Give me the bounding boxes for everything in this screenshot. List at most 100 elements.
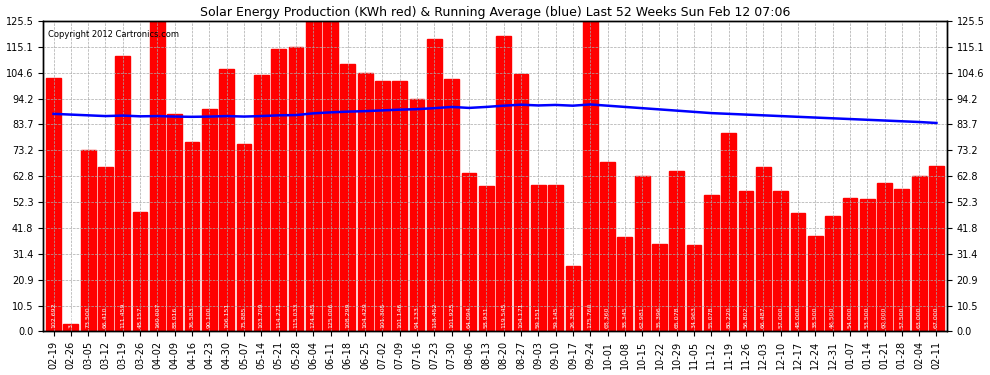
Bar bbox=[341, 64, 355, 332]
Bar bbox=[410, 99, 425, 332]
Text: 119.545: 119.545 bbox=[501, 302, 506, 328]
Text: 108.299: 108.299 bbox=[346, 302, 350, 328]
Bar bbox=[652, 244, 667, 332]
Text: 66.487: 66.487 bbox=[761, 306, 766, 328]
Bar bbox=[548, 185, 563, 332]
Text: 58.931: 58.931 bbox=[484, 306, 489, 328]
Text: 34.963: 34.963 bbox=[692, 306, 697, 328]
Text: 59.145: 59.145 bbox=[553, 306, 558, 328]
Text: 38.500: 38.500 bbox=[813, 306, 818, 328]
Bar bbox=[150, 0, 164, 332]
Bar bbox=[202, 109, 217, 332]
Text: 88.016: 88.016 bbox=[172, 306, 177, 328]
Bar bbox=[808, 236, 823, 332]
Text: 114.271: 114.271 bbox=[276, 302, 281, 328]
Bar bbox=[514, 74, 529, 332]
Text: 3.152: 3.152 bbox=[68, 310, 73, 328]
Bar bbox=[220, 69, 234, 332]
Text: 68.360: 68.360 bbox=[605, 306, 610, 328]
Text: 115.033: 115.033 bbox=[293, 302, 298, 328]
Text: 63.000: 63.000 bbox=[917, 306, 922, 328]
Bar bbox=[912, 176, 927, 332]
Text: 101.925: 101.925 bbox=[449, 302, 454, 328]
Bar bbox=[929, 166, 943, 332]
Text: 38.345: 38.345 bbox=[623, 306, 628, 328]
Text: 35.396: 35.396 bbox=[657, 306, 662, 328]
Text: 175.760: 175.760 bbox=[588, 302, 593, 328]
Bar bbox=[445, 80, 459, 332]
Bar bbox=[253, 75, 268, 332]
Text: 55.078: 55.078 bbox=[709, 306, 714, 328]
Text: 104.171: 104.171 bbox=[519, 302, 524, 328]
Text: Copyright 2012 Cartronics.com: Copyright 2012 Cartronics.com bbox=[48, 30, 178, 39]
Bar bbox=[427, 39, 442, 332]
Bar bbox=[479, 186, 494, 332]
Bar bbox=[63, 324, 78, 332]
Text: 102.692: 102.692 bbox=[51, 302, 56, 328]
Bar bbox=[756, 167, 770, 332]
Text: 125.006: 125.006 bbox=[328, 302, 333, 328]
Text: 48.000: 48.000 bbox=[795, 306, 801, 328]
Bar bbox=[288, 47, 303, 332]
Text: 160.007: 160.007 bbox=[154, 302, 160, 328]
Bar bbox=[635, 176, 649, 332]
Title: Solar Energy Production (KWh red) & Running Average (blue) Last 52 Weeks Sun Feb: Solar Energy Production (KWh red) & Runn… bbox=[200, 6, 790, 18]
Text: 66.410: 66.410 bbox=[103, 306, 108, 328]
Text: 75.885: 75.885 bbox=[242, 306, 247, 328]
Bar bbox=[375, 81, 390, 332]
Bar bbox=[618, 237, 633, 332]
Bar bbox=[687, 245, 702, 332]
Bar bbox=[722, 133, 737, 332]
Bar bbox=[895, 189, 909, 332]
Bar bbox=[167, 114, 182, 332]
Bar bbox=[133, 212, 148, 332]
Bar bbox=[392, 81, 407, 332]
Bar bbox=[237, 144, 251, 332]
Text: 103.709: 103.709 bbox=[258, 302, 263, 328]
Bar bbox=[773, 190, 788, 332]
Text: 54.000: 54.000 bbox=[847, 306, 852, 328]
Text: 48.157: 48.157 bbox=[138, 306, 143, 328]
Bar bbox=[842, 198, 857, 332]
Bar bbox=[496, 36, 511, 332]
Bar bbox=[877, 183, 892, 332]
Bar bbox=[565, 266, 580, 332]
Bar bbox=[98, 167, 113, 332]
Bar bbox=[860, 199, 874, 332]
Bar bbox=[271, 49, 286, 332]
Bar bbox=[600, 162, 615, 332]
Text: 104.429: 104.429 bbox=[362, 302, 367, 328]
Bar bbox=[116, 56, 130, 332]
Bar bbox=[357, 73, 372, 332]
Text: 76.583: 76.583 bbox=[189, 306, 195, 328]
Text: 106.151: 106.151 bbox=[224, 303, 229, 328]
Bar bbox=[461, 173, 476, 332]
Text: 59.151: 59.151 bbox=[536, 306, 541, 328]
Text: 73.500: 73.500 bbox=[86, 306, 91, 328]
Text: 118.452: 118.452 bbox=[432, 302, 437, 328]
Text: 57.000: 57.000 bbox=[778, 306, 783, 328]
Bar bbox=[185, 142, 199, 332]
Bar bbox=[323, 22, 338, 332]
Bar bbox=[583, 0, 598, 332]
Bar bbox=[739, 191, 753, 332]
Bar bbox=[81, 150, 95, 332]
Bar bbox=[704, 195, 719, 332]
Text: 53.500: 53.500 bbox=[864, 306, 869, 328]
Text: 101.146: 101.146 bbox=[397, 302, 402, 328]
Bar bbox=[826, 216, 840, 332]
Text: 46.500: 46.500 bbox=[830, 306, 836, 328]
Text: 26.385: 26.385 bbox=[570, 306, 575, 328]
Text: 90.100: 90.100 bbox=[207, 306, 212, 328]
Text: 57.500: 57.500 bbox=[899, 306, 904, 328]
Text: 94.133: 94.133 bbox=[415, 306, 420, 328]
Text: 67.000: 67.000 bbox=[934, 306, 939, 328]
Text: 56.802: 56.802 bbox=[743, 306, 748, 328]
Text: 60.000: 60.000 bbox=[882, 306, 887, 328]
Bar bbox=[47, 78, 61, 332]
Text: 174.485: 174.485 bbox=[311, 302, 316, 328]
Text: 64.094: 64.094 bbox=[466, 306, 471, 328]
Text: 62.981: 62.981 bbox=[640, 306, 644, 328]
Text: 80.220: 80.220 bbox=[727, 306, 732, 328]
Text: 65.078: 65.078 bbox=[674, 306, 679, 328]
